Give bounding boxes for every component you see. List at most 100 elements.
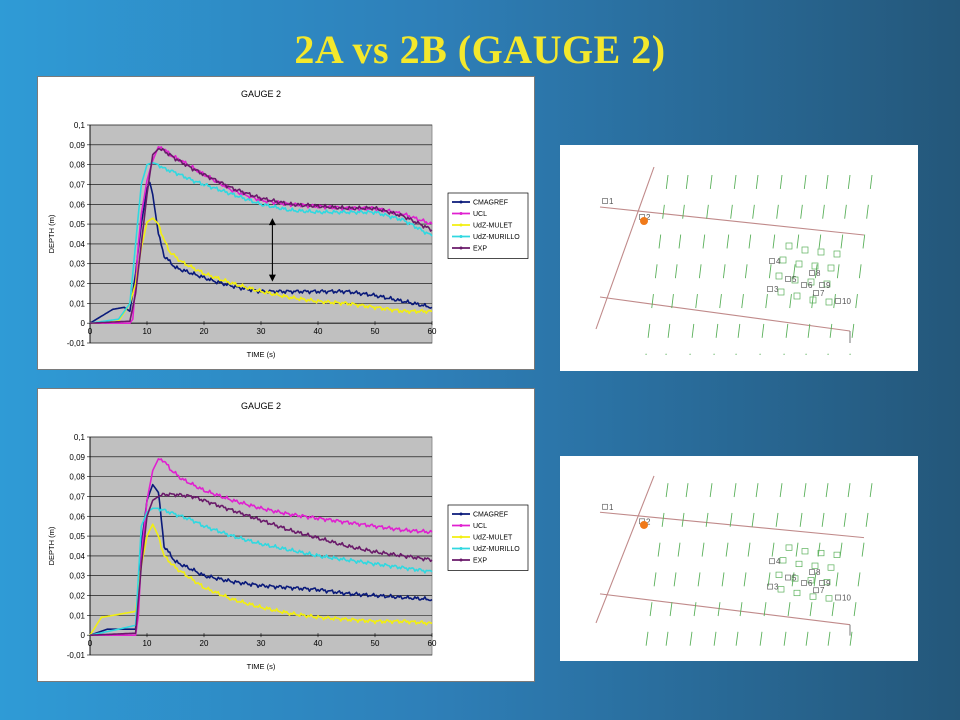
gauge-symbol bbox=[785, 574, 791, 581]
channel-wall bbox=[599, 511, 865, 539]
y-tick-label: 0,07 bbox=[69, 180, 85, 189]
building-block bbox=[779, 256, 787, 264]
building-block bbox=[777, 288, 785, 296]
dashed-line bbox=[827, 174, 851, 356]
annotation-arrow-head-down bbox=[268, 274, 276, 282]
y-tick-label: 0,02 bbox=[69, 592, 85, 601]
legend-label: UCL bbox=[473, 211, 487, 218]
y-tick-label: 0 bbox=[81, 631, 86, 640]
channel-wall bbox=[595, 475, 655, 624]
building-block bbox=[791, 276, 799, 284]
x-tick-label: 60 bbox=[428, 327, 437, 336]
legend-marker bbox=[459, 512, 463, 516]
gauge-label: 4 bbox=[776, 257, 781, 266]
plot-area bbox=[89, 436, 433, 656]
x-tick-label: 50 bbox=[371, 639, 380, 648]
legend-marker bbox=[459, 246, 463, 250]
annotation-arrow-head-up bbox=[268, 218, 276, 226]
series-line-udz-murillo bbox=[89, 161, 433, 324]
y-axis-label: DEPTH (m) bbox=[47, 526, 56, 565]
dashed-line bbox=[645, 483, 669, 647]
legend-label: EXP bbox=[473, 558, 487, 565]
y-tick-label: 0,08 bbox=[69, 161, 85, 170]
gauge-symbol bbox=[769, 258, 775, 264]
legend-label: UdZ-MURILLO bbox=[473, 234, 520, 241]
y-tick-label: 0,05 bbox=[69, 220, 85, 229]
y-tick-label: 0,03 bbox=[69, 260, 85, 269]
legend-label: EXP bbox=[473, 246, 487, 253]
legend-marker bbox=[459, 235, 463, 238]
x-tick-label: 40 bbox=[314, 639, 323, 648]
x-tick-label: 60 bbox=[428, 639, 437, 648]
gauge-symbol bbox=[602, 503, 608, 510]
legend-label: UCL bbox=[473, 523, 487, 530]
building-block bbox=[833, 551, 841, 558]
chart-panel-2a: GAUGE 2 -0,01 0 0,01 0,02 0,03 0,04 0,05 0,06 0,0… bbox=[37, 76, 535, 370]
y-tick-label: 0,01 bbox=[69, 299, 85, 308]
building-block bbox=[807, 278, 815, 286]
y-tick-label: 0,06 bbox=[69, 200, 85, 209]
map-panel-2b: 1 2 3 4 5 6 7 8 9 10 bbox=[560, 456, 918, 661]
legend-marker bbox=[459, 535, 463, 539]
x-axis-label: TIME (s) bbox=[247, 350, 276, 359]
x-tick-label: 20 bbox=[200, 327, 209, 336]
building-block bbox=[795, 560, 803, 568]
legend-label: UdZ-MULET bbox=[473, 223, 513, 230]
dashed-line bbox=[783, 483, 807, 647]
building-block bbox=[801, 548, 809, 555]
building-block bbox=[791, 575, 799, 582]
building-block bbox=[809, 593, 817, 600]
x-tick-label: 40 bbox=[314, 327, 323, 336]
building-block bbox=[827, 564, 835, 571]
channel-wall bbox=[599, 593, 851, 626]
chart-title: GAUGE 2 bbox=[241, 89, 281, 99]
building-block bbox=[785, 544, 793, 551]
gauge-symbol bbox=[809, 270, 815, 276]
building-block bbox=[775, 272, 783, 280]
y-tick-label: 0,09 bbox=[69, 453, 85, 462]
y-tick-label: 0 bbox=[81, 319, 86, 328]
gauge-label: 6 bbox=[808, 579, 813, 588]
y-tick-label: -0,01 bbox=[67, 339, 86, 348]
y-tick-label: 0,09 bbox=[69, 141, 85, 150]
y-tick-label: -0,01 bbox=[67, 651, 86, 660]
building-block bbox=[825, 298, 833, 306]
gauge-label: 7 bbox=[820, 586, 825, 595]
legend-label: CMAGREF bbox=[473, 512, 508, 519]
building-block bbox=[801, 246, 809, 254]
y-tick-label: 0,06 bbox=[69, 512, 85, 521]
x-tick-label: 50 bbox=[371, 327, 380, 336]
series-line-ucl bbox=[90, 458, 433, 636]
map-panel-2a: 1 2 3 4 5 6 7 8 9 10 bbox=[560, 145, 918, 371]
dashed-line bbox=[783, 174, 807, 356]
legend-marker bbox=[459, 200, 463, 204]
gauge-label: 5 bbox=[792, 574, 797, 583]
building-block bbox=[777, 586, 785, 593]
building-block bbox=[823, 280, 831, 288]
dashed-line bbox=[645, 174, 669, 356]
gauge-2-marker bbox=[640, 520, 648, 529]
dashed-line bbox=[689, 174, 713, 356]
building-block bbox=[817, 549, 825, 557]
building-block bbox=[817, 248, 825, 256]
channel-wall bbox=[595, 166, 655, 330]
y-tick-label: 0,01 bbox=[69, 611, 85, 620]
gauge-label: 1 bbox=[609, 197, 614, 206]
plot-area bbox=[89, 124, 433, 344]
y-tick-label: 0,07 bbox=[69, 492, 85, 501]
x-axis-label: TIME (s) bbox=[247, 662, 276, 671]
legend-marker bbox=[459, 212, 463, 215]
legend-label: UdZ-MULET bbox=[473, 535, 513, 542]
chart-2b: GAUGE 2 -0,01 0 0,01 0,02 0,03 0,04 0,05 0,06 0,0… bbox=[47, 401, 529, 671]
dashed-line bbox=[805, 174, 829, 356]
x-tick-label: 30 bbox=[257, 327, 266, 336]
gauge-label: 1 bbox=[609, 503, 614, 512]
gauge-label: 8 bbox=[816, 568, 821, 577]
dashed-line bbox=[713, 174, 737, 356]
y-tick-label: 0,08 bbox=[69, 473, 85, 482]
gauge-label: 10 bbox=[842, 297, 851, 306]
gauge-symbol bbox=[769, 558, 775, 565]
series-line-udz-mulet bbox=[89, 217, 433, 324]
legend-marker bbox=[459, 558, 463, 562]
